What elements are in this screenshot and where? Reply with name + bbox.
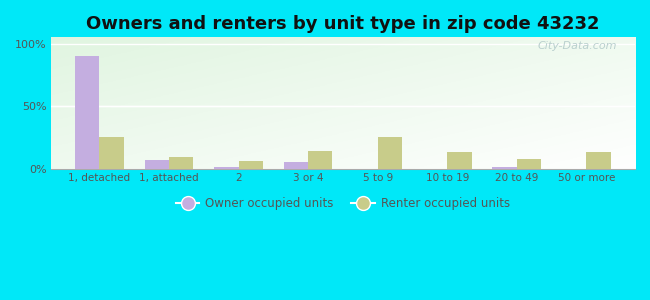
Bar [239, 161, 263, 169]
Bar [493, 167, 517, 169]
Bar [308, 151, 332, 169]
Bar [586, 152, 610, 169]
Bar [378, 137, 402, 169]
Bar [169, 157, 193, 169]
Bar [447, 152, 471, 169]
Bar [517, 158, 541, 169]
Legend: Owner occupied units, Renter occupied units: Owner occupied units, Renter occupied un… [171, 193, 515, 215]
Bar [214, 167, 239, 169]
Bar [99, 137, 124, 169]
Text: City-Data.com: City-Data.com [538, 41, 617, 51]
Bar [75, 56, 99, 169]
Bar [284, 162, 308, 169]
Title: Owners and renters by unit type in zip code 43232: Owners and renters by unit type in zip c… [86, 15, 600, 33]
Bar [145, 160, 169, 169]
